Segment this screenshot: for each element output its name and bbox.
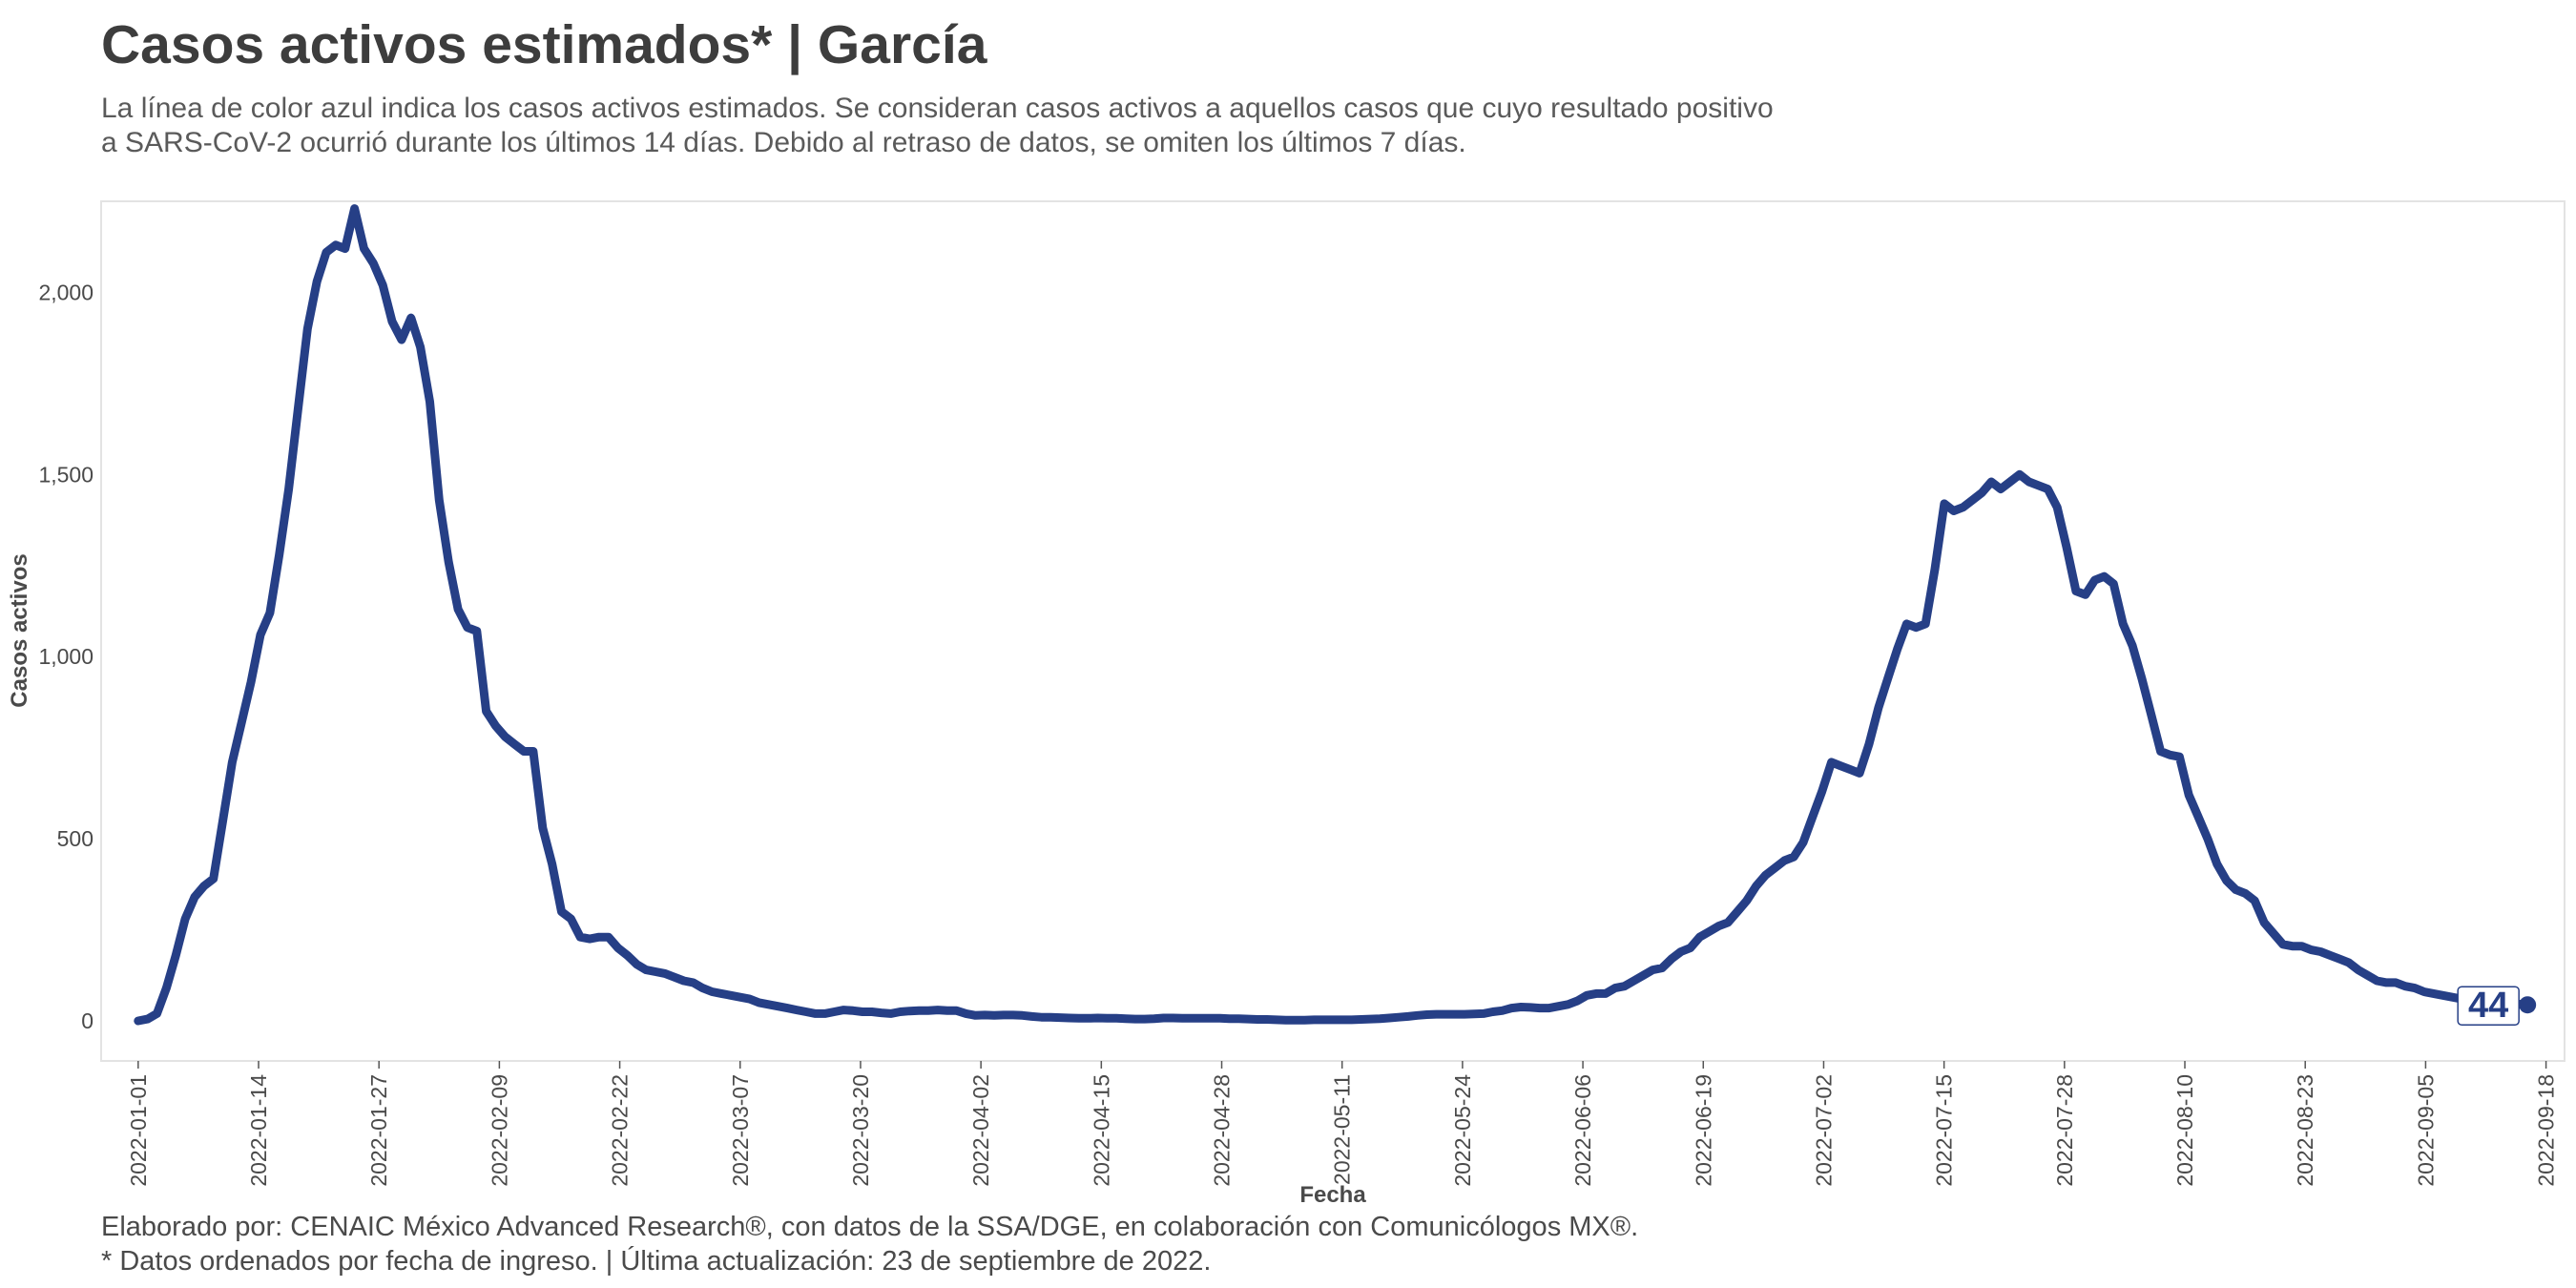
x-tick-label: 2022-02-09	[487, 1074, 511, 1187]
subtitle-line-2: a SARS-CoV-2 ocurrió durante los últimos…	[101, 127, 1466, 158]
x-tick-label: 2022-08-10	[2172, 1074, 2197, 1187]
x-tick-label: 2022-04-15	[1089, 1074, 1113, 1187]
x-tick-label: 2022-04-02	[968, 1074, 993, 1187]
caption-line-1: Elaborado por: CENAIC México Advanced Re…	[101, 1212, 1639, 1242]
chart-title: Casos activos estimados* | García	[101, 14, 987, 75]
series-line	[134, 204, 2532, 1026]
x-tick-label: 2022-09-05	[2413, 1074, 2438, 1187]
y-tick-label: 1,500	[38, 462, 93, 487]
end-value-label: 44	[2457, 986, 2520, 1026]
x-tick-label: 2022-01-01	[126, 1074, 151, 1187]
plot-panel	[100, 200, 2566, 1062]
y-tick-label: 0	[81, 1008, 93, 1033]
x-tick-label: 2022-03-20	[848, 1074, 873, 1187]
x-axis-title: Fecha	[1299, 1182, 1366, 1208]
end-value-box	[2457, 986, 2520, 1026]
end-point-marker	[2519, 996, 2537, 1014]
x-tick-label: 2022-06-06	[1570, 1074, 1595, 1187]
caption-line-2: * Datos ordenados por fecha de ingreso. …	[101, 1246, 1212, 1277]
chart-subtitle: La línea de color azul indica los casos …	[101, 92, 1914, 160]
x-tick-label: 2022-06-19	[1691, 1074, 1715, 1187]
x-axis: 2022-01-01 2022-01-14 2022-01-27 2022-02-09…	[126, 1061, 2559, 1187]
x-tick-label: 2022-05-24	[1450, 1074, 1475, 1187]
y-tick-label: 500	[57, 826, 93, 851]
chart-caption: Elaborado por: CENAIC México Advanced Re…	[101, 1210, 1638, 1278]
x-tick-label: 2022-07-02	[1811, 1074, 1836, 1187]
x-tick-label: 2022-08-23	[2293, 1074, 2317, 1187]
x-tick-label: 2022-01-27	[366, 1074, 391, 1187]
x-tick-label: 2022-07-15	[1932, 1074, 1957, 1187]
x-tick-label: 2022-05-11	[1330, 1074, 1355, 1185]
x-tick-label: 2022-04-28	[1210, 1074, 1235, 1187]
x-tick-label: 2022-07-28	[2052, 1074, 2077, 1187]
y-axis: 0 500 1,000 1,500 2,000	[38, 280, 93, 1033]
y-axis-title: Casos activos	[7, 553, 32, 707]
y-tick-label: 2,000	[38, 280, 93, 304]
x-tick-label: 2022-01-14	[246, 1074, 271, 1187]
end-value-text: 44	[2468, 986, 2508, 1026]
x-tick-label: 2022-03-07	[728, 1074, 753, 1187]
x-tick-label: 2022-02-22	[608, 1074, 633, 1187]
x-tick-label: 2022-09-18	[2534, 1074, 2559, 1187]
subtitle-line-1: La línea de color azul indica los casos …	[101, 93, 1774, 124]
y-tick-label: 1,000	[38, 644, 93, 669]
